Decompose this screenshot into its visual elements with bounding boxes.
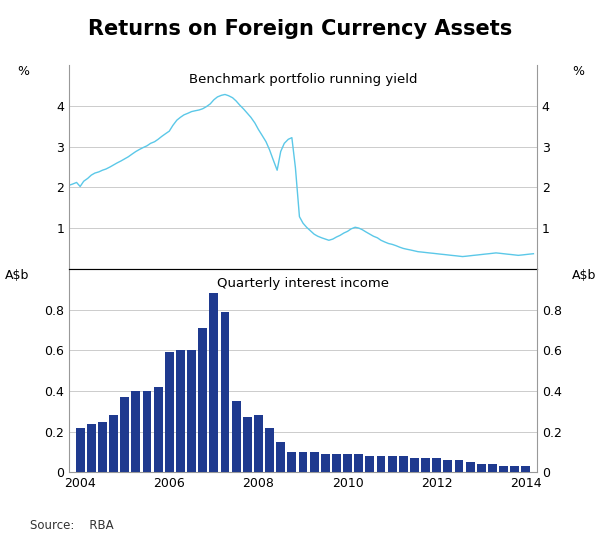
Bar	[477, 464, 486, 472]
Bar	[399, 456, 408, 472]
Text: Quarterly interest income: Quarterly interest income	[217, 277, 389, 290]
Bar	[466, 462, 475, 472]
Bar	[109, 415, 118, 472]
Bar	[165, 352, 174, 472]
Bar	[131, 391, 140, 472]
Bar	[176, 350, 185, 472]
Bar	[521, 466, 530, 472]
Text: A$b: A$b	[5, 269, 29, 282]
Bar	[87, 424, 96, 472]
Bar	[310, 452, 319, 472]
Bar	[154, 387, 163, 472]
Bar	[221, 312, 229, 472]
Bar	[299, 452, 307, 472]
Text: Returns on Foreign Currency Assets: Returns on Foreign Currency Assets	[88, 19, 512, 39]
Bar	[243, 418, 252, 472]
Bar	[377, 456, 385, 472]
Bar	[232, 401, 241, 472]
Bar	[365, 456, 374, 472]
Text: Benchmark portfolio running yield: Benchmark portfolio running yield	[189, 73, 417, 86]
Text: A$b: A$b	[572, 269, 596, 282]
Bar	[143, 391, 151, 472]
Bar	[187, 350, 196, 472]
Text: Source:    RBA: Source: RBA	[30, 520, 113, 533]
Bar	[510, 466, 519, 472]
Text: %: %	[572, 65, 584, 78]
Bar	[76, 428, 85, 472]
Bar	[421, 458, 430, 472]
Bar	[98, 421, 107, 472]
Bar	[254, 415, 263, 472]
Bar	[276, 442, 285, 472]
Bar	[120, 397, 129, 472]
Bar	[388, 456, 397, 472]
Bar	[198, 328, 207, 472]
Bar	[343, 454, 352, 472]
Bar	[410, 458, 419, 472]
Bar	[455, 460, 463, 472]
Bar	[321, 454, 330, 472]
Bar	[499, 466, 508, 472]
Bar	[209, 293, 218, 472]
Bar	[354, 454, 363, 472]
Bar	[432, 458, 441, 472]
Bar	[287, 452, 296, 472]
Bar	[332, 454, 341, 472]
Text: %: %	[17, 65, 29, 78]
Bar	[443, 460, 452, 472]
Bar	[488, 464, 497, 472]
Bar	[265, 428, 274, 472]
